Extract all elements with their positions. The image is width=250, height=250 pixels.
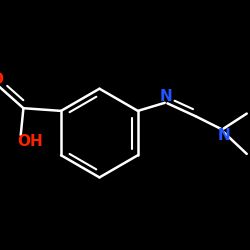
Text: OH: OH (17, 134, 43, 149)
Text: N: N (160, 90, 172, 104)
Text: O: O (0, 72, 4, 88)
Text: N: N (218, 128, 230, 142)
